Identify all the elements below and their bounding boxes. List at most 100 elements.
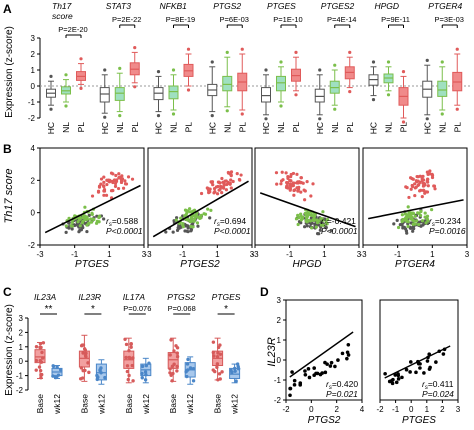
panel-d-point [383, 371, 387, 376]
panel-b-point [418, 213, 423, 218]
panel-b-regression-line [44, 184, 141, 234]
panel-c-point [126, 377, 130, 382]
panel-c-point [98, 368, 102, 372]
panel-a-outlier [425, 117, 429, 121]
panel-b-point [324, 220, 328, 224]
panel-a-outlier [318, 68, 322, 72]
panel-b-point [186, 230, 190, 234]
panel-c-point [216, 378, 220, 382]
panel-c-gene-name: IL23A [34, 292, 57, 302]
panel-c-gene-name: IL17A [123, 292, 146, 302]
panel-b-point [311, 217, 315, 222]
panel-a-outlier [64, 104, 68, 108]
panel-b-point [189, 229, 193, 233]
panel-a-outlier [186, 88, 191, 92]
panel-b-point [199, 191, 204, 196]
panel-b-point [430, 208, 434, 212]
panel-d-xtick-label: 1 [425, 405, 430, 414]
panel-b-point [186, 226, 190, 230]
panel-a-gene-name: PTGES [267, 1, 296, 11]
panel-b-point [408, 176, 413, 180]
panel-c-point [38, 341, 43, 346]
panel-a-group-label: NL [61, 122, 71, 133]
panel-a-gene-name: NFKB1 [160, 1, 188, 11]
panel-b-point [110, 179, 115, 183]
panel-b-point [164, 230, 168, 234]
panel-a-group-label: NL [115, 122, 125, 133]
panel-d-point [345, 350, 350, 355]
panel-a-outlier [333, 63, 337, 67]
panel-c-point [34, 368, 38, 372]
panel-a-box [314, 88, 325, 103]
panel-b-point [392, 222, 396, 226]
panel-a-outlier [118, 66, 122, 70]
panel-d-plot-frame [379, 299, 459, 401]
panel-c-ytick-label: 2 [19, 328, 24, 337]
panel-d-rs-text: rs=0.411 [422, 379, 454, 391]
panel-a-outlier [455, 47, 459, 51]
panel-d-rs-symbol: r [422, 379, 426, 389]
panel-b-rs-subscript: s [217, 222, 220, 228]
panel-a-group-label: NL [330, 122, 340, 133]
panel-b-point [214, 185, 219, 189]
panel-a-outlier [371, 98, 376, 102]
panel-d-plot-frame [285, 299, 363, 401]
panel-b-point [419, 209, 423, 214]
panel-b-point [279, 179, 284, 183]
panel-d-ytick-label: -1 [274, 376, 282, 385]
panel-b-point [69, 224, 73, 228]
panel-b-point [285, 180, 289, 185]
panel-b-point [423, 191, 427, 195]
panel-d-point [318, 372, 323, 377]
panel-c-point [143, 378, 148, 382]
panel-c-point [175, 369, 179, 373]
panel-b-point [85, 229, 89, 234]
panel-a-group-label: PL [130, 122, 140, 133]
panel-d-point [340, 351, 345, 356]
panel-b-point [196, 215, 201, 219]
panel-b-point [296, 213, 300, 217]
panel-b-point [423, 215, 427, 219]
panel-c-point [191, 379, 196, 383]
panel-b-point [329, 229, 333, 233]
panel-b-xtick-label: -1 [286, 250, 294, 259]
panel-b-xlabel: PTGES [75, 259, 109, 270]
panel-b-point [117, 175, 122, 179]
panel-a-outlier [425, 58, 429, 63]
panel-d-point [422, 371, 426, 375]
panel-b-xtick-label: 1 [322, 250, 327, 259]
panel-a-box [437, 80, 448, 97]
panel-b-point [275, 182, 279, 186]
panel-c-point [175, 346, 180, 350]
panel-a-outlier [440, 60, 444, 64]
panel-c-point [86, 361, 90, 365]
panel-c-point [127, 373, 131, 378]
panel-b-point [299, 176, 303, 180]
panel-b-point [208, 216, 212, 220]
panel-c-point [175, 351, 179, 355]
panel-b-point [422, 188, 426, 192]
panel-b-point [102, 193, 106, 197]
panel-b-xlabel: HPGD [293, 259, 322, 270]
panel-a-box [222, 75, 233, 92]
panel-c-point [191, 366, 196, 371]
panel-b-xtick-label: 1 [430, 250, 435, 259]
panel-a-outlier [79, 86, 83, 90]
panel-c-point [87, 370, 91, 375]
panel-b-point [194, 212, 199, 216]
panel-a-gene-name: STAT3 [106, 1, 131, 11]
panel-b-point [413, 193, 417, 198]
panel-a-outlier [133, 46, 137, 50]
panel-b-xtick-label: 3 [357, 250, 362, 259]
panel-a-group-label: NL [222, 122, 232, 133]
panel-b-point [77, 217, 82, 222]
panel-b-point [303, 189, 307, 193]
panel-b-point [396, 225, 401, 230]
panel-b-point [406, 224, 410, 228]
panel-b-point [188, 220, 192, 224]
panel-c-point [185, 362, 190, 366]
panel-d-point [288, 386, 292, 391]
panel-b-point [416, 211, 420, 215]
panel-b-point [193, 217, 197, 221]
